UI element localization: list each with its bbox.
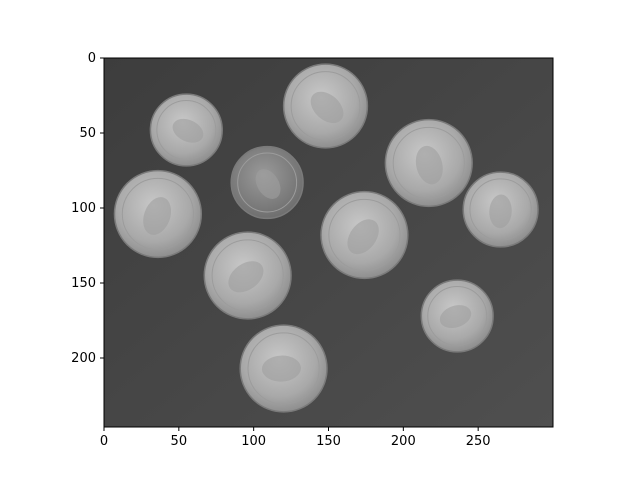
- x-tick-label: 200: [391, 434, 416, 449]
- coin-relief: [143, 197, 172, 235]
- coin-relief: [489, 194, 512, 229]
- coin-rim: [247, 332, 320, 405]
- coin-dime: [462, 171, 539, 248]
- coin-nickel: [113, 169, 203, 259]
- coin-nickel: [384, 118, 473, 208]
- coin-nickel: [282, 63, 369, 149]
- x-tick-label: 150: [316, 434, 341, 449]
- coin-relief: [310, 91, 344, 124]
- coin-dime: [149, 93, 223, 167]
- x-axis-ticks: 0 50 100 150 200 250: [100, 427, 491, 449]
- y-tick-label: 200: [71, 351, 96, 366]
- x-tick-label: 100: [241, 434, 266, 449]
- coin-rim: [156, 100, 217, 160]
- coin-relief: [347, 219, 379, 255]
- coin-rim: [121, 177, 194, 251]
- coin-relief: [261, 355, 301, 382]
- x-tick-label: 50: [171, 434, 188, 449]
- coin-dime: [420, 279, 494, 353]
- coin-relief: [255, 169, 281, 199]
- x-tick-label: 250: [466, 434, 491, 449]
- x-tick-label: 0: [100, 434, 108, 449]
- coin-rim: [211, 239, 284, 312]
- coin-relief: [172, 118, 204, 143]
- coin-relief: [415, 145, 443, 185]
- coin-rim: [290, 71, 361, 141]
- coin-rim: [392, 126, 465, 200]
- y-tick-label: 150: [71, 276, 96, 291]
- y-axis-ticks: 0 50 100 150 200: [71, 51, 104, 366]
- coin-nickel: [203, 231, 292, 320]
- coin-nickel: [320, 190, 409, 280]
- coin-rim: [427, 286, 488, 346]
- y-tick-label: 50: [79, 126, 96, 141]
- coin-rim: [469, 178, 532, 241]
- coin-nickel: [239, 324, 328, 413]
- coin-relief: [439, 305, 472, 329]
- coin-rim: [237, 152, 298, 213]
- y-tick-label: 0: [88, 51, 96, 66]
- y-tick-label: 100: [71, 201, 96, 216]
- coin-rim: [328, 198, 401, 272]
- coin-penny: [230, 145, 304, 220]
- coin-relief: [228, 261, 264, 293]
- coins-layer: [113, 63, 539, 413]
